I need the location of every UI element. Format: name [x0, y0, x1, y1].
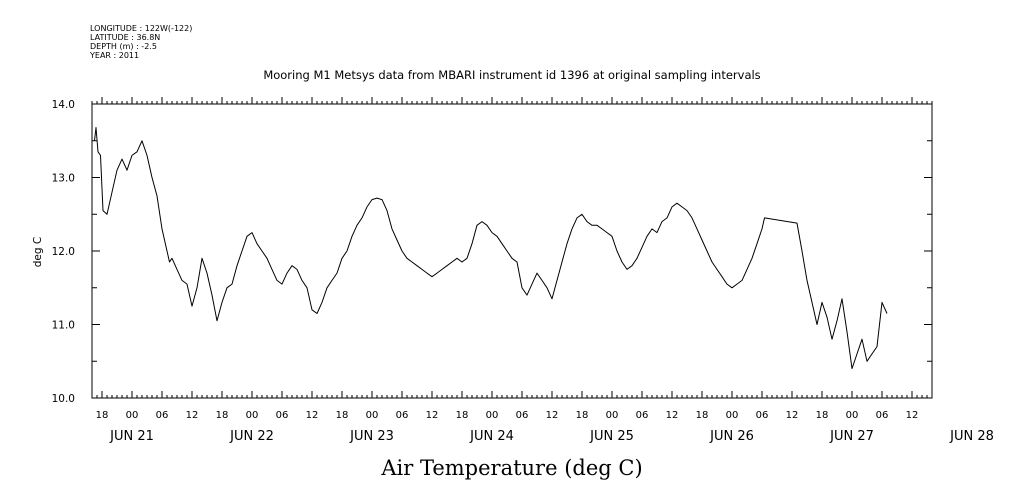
x-hour-label: 18 [576, 410, 589, 421]
x-hour-label: 12 [666, 410, 679, 421]
x-hour-label: 18 [96, 410, 109, 421]
x-hour-label: 18 [336, 410, 349, 421]
x-day-label: JUN 24 [469, 429, 514, 444]
x-axis-label: Air Temperature (deg C) [380, 456, 642, 480]
x-hour-label: 12 [306, 410, 319, 421]
meta-depth: DEPTH (m) : -2.5 [90, 42, 157, 51]
y-tick-label: 14.0 [52, 99, 75, 111]
x-hour-label: 06 [876, 410, 889, 421]
x-hour-label: 06 [516, 410, 529, 421]
x-hour-label: 12 [546, 410, 559, 421]
meta-longitude: LONGITUDE : 122W(-122) [90, 24, 192, 33]
x-hour-label: 12 [906, 410, 919, 421]
meta-year: YEAR : 2011 [89, 51, 139, 60]
x-hour-label: 18 [216, 410, 229, 421]
meta-latitude: LATITUDE : 36.8N [90, 33, 160, 42]
x-day-label: JUN 25 [589, 429, 634, 444]
x-day-label: JUN 22 [229, 429, 274, 444]
x-hour-label: 00 [606, 410, 619, 421]
x-hour-label: 06 [396, 410, 409, 421]
x-hour-label: 00 [846, 410, 859, 421]
y-axis-label: deg C [32, 237, 44, 267]
x-hour-label: 06 [756, 410, 769, 421]
x-day-label: JUN 23 [349, 429, 394, 444]
x-hour-label: 00 [126, 410, 139, 421]
y-axis-ticks: 10.0 11.0 12.0 13.0 14.0 [52, 99, 932, 405]
x-hour-label: 12 [786, 410, 799, 421]
chart-title: Mooring M1 Metsys data from MBARI instru… [263, 68, 760, 82]
y-tick-label: 10.0 [52, 393, 75, 405]
x-hour-label: 00 [366, 410, 379, 421]
series-line [94, 127, 888, 370]
x-hour-label: 00 [726, 410, 739, 421]
plot-frame [91, 103, 933, 399]
x-day-label: JUN 21 [109, 429, 154, 444]
x-day-label: JUN 28 [949, 429, 994, 444]
x-axis-ticks [91, 97, 933, 398]
y-tick-label: 11.0 [52, 320, 75, 332]
x-hour-label: 12 [186, 410, 199, 421]
x-hour-label: 00 [486, 410, 499, 421]
x-hour-label: 06 [276, 410, 289, 421]
x-hour-label: 06 [156, 410, 169, 421]
x-hour-label: 18 [816, 410, 829, 421]
x-hour-label: 18 [456, 410, 469, 421]
y-tick-label: 12.0 [52, 246, 75, 258]
x-hour-label: 06 [636, 410, 649, 421]
x-day-label: JUN 27 [829, 429, 874, 444]
x-day-label: JUN 26 [709, 429, 754, 444]
x-axis-labels: 18 00 06 12 18 00 06 12 18 00 06 12 18 00 06 12 18 00 06 12… [96, 410, 994, 444]
series-layer [94, 127, 888, 370]
x-hour-label: 00 [246, 410, 259, 421]
y-tick-label: 13.0 [52, 173, 75, 185]
x-hour-label: 12 [426, 410, 439, 421]
x-hour-label: 18 [696, 410, 709, 421]
